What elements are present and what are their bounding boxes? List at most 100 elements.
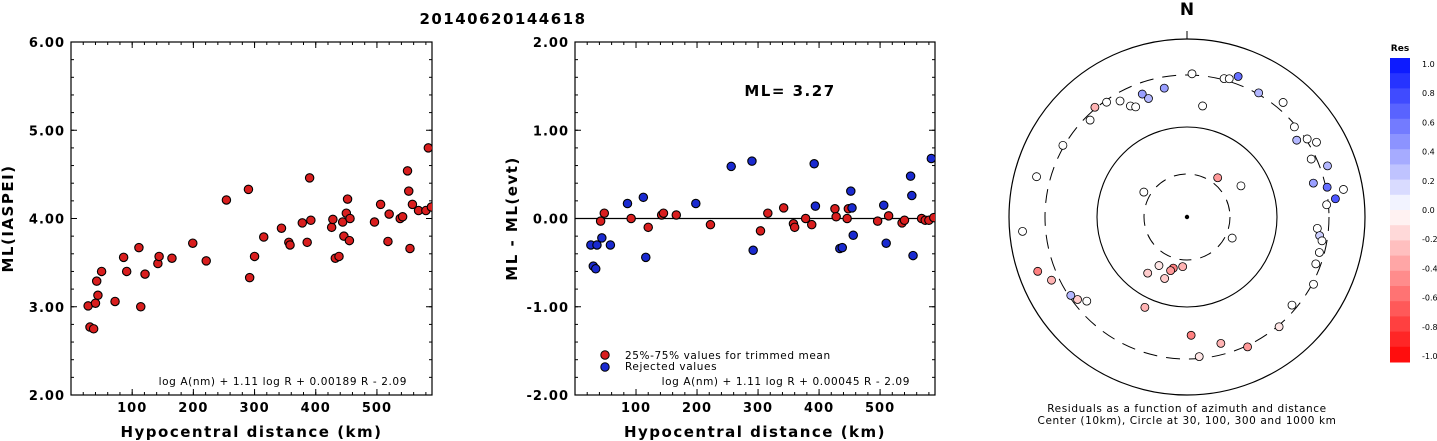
trimmed-point [599, 208, 610, 218]
colorbar-swatch [1390, 58, 1410, 74]
rejected-point [641, 252, 651, 263]
trimmed-point [831, 211, 841, 222]
station-marker [1073, 295, 1082, 304]
station-marker [1308, 178, 1318, 188]
y-tick-label: 2.00 [29, 389, 65, 404]
trimmed-point [188, 238, 198, 248]
x-tick-label: 100 [621, 401, 651, 416]
trimmed-point [384, 209, 394, 219]
trimmed-point [326, 222, 337, 233]
trimmed-point [375, 199, 386, 210]
station-marker [1198, 101, 1208, 111]
rejected-point [878, 200, 889, 211]
colorbar-tick-label: -0.8 [1422, 323, 1437, 332]
x-tick-label: 500 [362, 401, 392, 416]
ring-300km [1044, 74, 1330, 360]
y-tick-label: 6.00 [29, 36, 65, 51]
station-marker [1306, 154, 1316, 164]
rejected-point [622, 198, 633, 209]
trimmed-point [800, 213, 811, 224]
ml-vs-distance-plot: 2.00 3.00 4.00 5.00 6.00 100 200 300 400 500 Hypoc… [0, 36, 433, 441]
data-points [83, 143, 432, 334]
y-axis-label: ML - ML(evt) [503, 156, 521, 280]
trimmed-point [201, 256, 211, 266]
trimmed-point [140, 269, 150, 279]
colorbar-tick-label: 0.0 [1422, 206, 1435, 215]
north-label: N [1180, 0, 1194, 20]
colorbar-tick-label: -0.6 [1422, 294, 1437, 303]
magnitude-formula: log A(nm) + 1.11 log R + 0.00189 R - 2.0… [159, 376, 407, 388]
station-marker [1082, 296, 1092, 306]
y-tick-label: 3.00 [29, 301, 65, 316]
station-marker [1322, 200, 1332, 210]
trimmed-point [221, 195, 232, 205]
station-marker [1085, 115, 1095, 125]
rejected-point [926, 153, 935, 164]
magnitude-formula: log A(nm) + 1.11 log R + 0.00045 R - 2.0… [662, 376, 910, 388]
epicenter-dot [1184, 214, 1190, 220]
polar-caption-line1: Residuals as a function of azimuth and d… [1047, 403, 1327, 415]
rejected-point [726, 161, 736, 172]
x-tick-label: 200 [178, 401, 208, 416]
station-marker [1278, 98, 1288, 107]
rejected-point [592, 240, 602, 250]
colorbar-swatch [1390, 331, 1410, 348]
station-marker [1018, 226, 1027, 236]
trimmed-point [929, 212, 935, 223]
x-axis-label: Hypocentral distance (km) [120, 423, 382, 441]
plot-frame [70, 41, 433, 396]
x-axis-label: Hypocentral distance (km) [624, 423, 886, 441]
trimmed-point [345, 213, 355, 224]
colorbar-swatch [1390, 346, 1410, 363]
station-marker [1339, 185, 1348, 194]
station-marker [1047, 275, 1056, 285]
trimmed-point [243, 184, 254, 195]
legend-rejected-label: Rejected values [625, 361, 717, 373]
station-marker [1274, 322, 1284, 332]
trimmed-point [755, 226, 766, 236]
colorbar-swatch [1390, 179, 1410, 196]
rejected-point [810, 201, 821, 211]
rejected-point [905, 171, 916, 181]
trimmed-point [342, 194, 353, 204]
trimmed-point [167, 253, 177, 263]
trimmed-point [304, 173, 315, 183]
station-marker [1236, 181, 1246, 191]
station-marker [1143, 268, 1153, 278]
colorbar-tick-label: -1.0 [1422, 352, 1437, 361]
station-marker [1033, 266, 1043, 276]
trimmed-point [96, 266, 107, 277]
trimmed-point [705, 219, 716, 230]
trimmed-point [90, 298, 101, 308]
station-marker [1102, 97, 1111, 107]
trimmed-point [276, 223, 287, 233]
y-tick-label: -2.00 [527, 389, 569, 404]
colorbar-swatch [1390, 210, 1410, 226]
colorbar-swatch [1390, 240, 1410, 257]
colorbar-swatch [1390, 149, 1410, 165]
trimmed-point [344, 235, 355, 246]
station-markers [1018, 69, 1348, 362]
station-marker [1331, 194, 1340, 204]
rejected-point [748, 245, 758, 256]
colorbar-tick-label: -0.2 [1422, 235, 1437, 244]
trimmed-point [407, 199, 418, 210]
trimmed-point [297, 218, 308, 228]
colorbar-tick-label: 0.4 [1422, 148, 1435, 157]
trimmed-point [595, 216, 606, 226]
trimmed-point [671, 210, 682, 220]
station-marker [1154, 261, 1164, 270]
station-marker [1140, 302, 1150, 312]
station-marker [1322, 182, 1332, 192]
station-marker [1187, 69, 1197, 79]
station-marker [1317, 236, 1327, 246]
trimmed-point [244, 272, 255, 283]
trimmed-point [899, 215, 910, 226]
event-id-title: 20140620144618 [419, 10, 586, 28]
x-tick-label: 400 [804, 401, 834, 416]
colorbar-swatch [1390, 194, 1410, 211]
ml-value-annotation: ML= 3.27 [744, 82, 835, 100]
station-marker [1227, 233, 1237, 243]
trimmed-point [643, 222, 653, 233]
trimmed-point [249, 251, 260, 262]
